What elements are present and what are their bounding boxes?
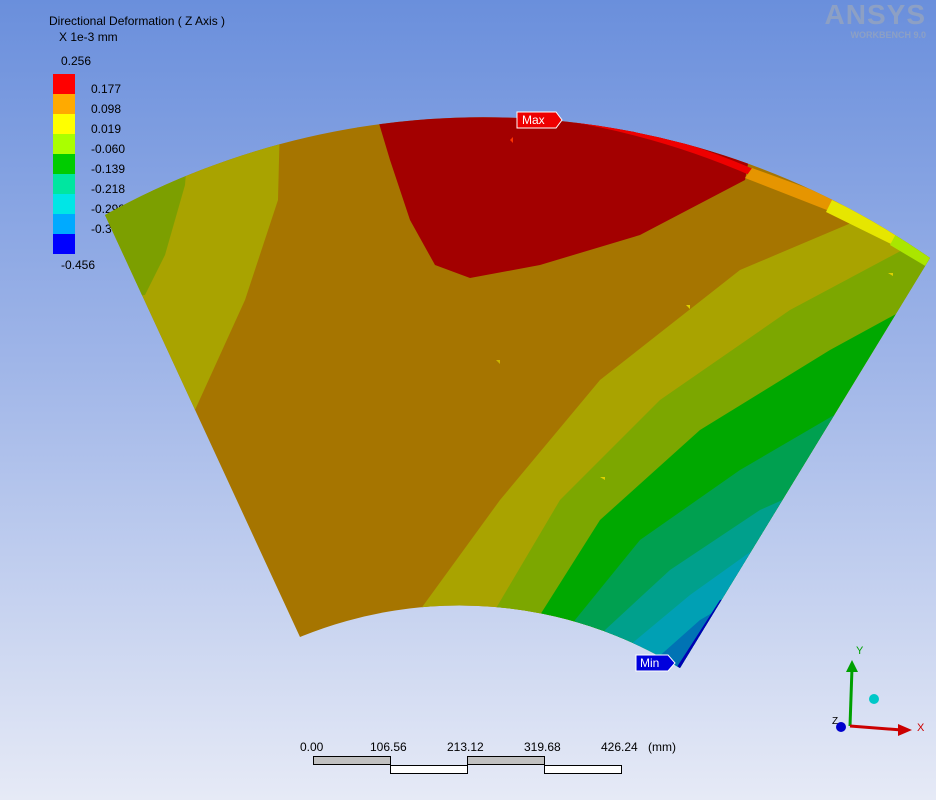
legend-swatch xyxy=(53,194,75,214)
contour-band xyxy=(372,117,760,278)
legend-value: -0.218 xyxy=(91,182,126,196)
legend-swatch xyxy=(53,214,75,234)
max-probe-label: Max xyxy=(522,113,545,127)
mesh-marker xyxy=(600,477,605,480)
mesh-marker xyxy=(496,360,500,364)
max-probe-tag xyxy=(516,111,563,129)
coordinate-triad[interactable]: Y X Z xyxy=(832,645,925,736)
min-probe[interactable]: Min xyxy=(635,654,676,672)
legend-value: 0.098 xyxy=(91,102,122,116)
result-title-block: Directional Deformation ( Z Axis ) X 1e-… xyxy=(49,13,225,45)
scale-segment xyxy=(544,765,622,774)
contour-band xyxy=(890,230,930,270)
legend-swatch xyxy=(53,234,75,254)
legend-labels: 0.177 0.098 0.019 -0.060 -0.139 -0.218 -… xyxy=(91,82,125,242)
legend-color-bar xyxy=(53,74,75,254)
scale-unit: (mm) xyxy=(648,740,676,754)
brand-name: ANSYS xyxy=(824,0,926,30)
scale-tick-label: 426.24 xyxy=(601,740,638,754)
triad-z-label: Z xyxy=(832,716,838,727)
mesh-marker xyxy=(510,137,513,143)
scale-segment xyxy=(467,756,545,765)
contour-band xyxy=(745,168,840,212)
triad-y-label: Y xyxy=(856,645,864,657)
legend-swatch xyxy=(53,154,75,174)
scale-tick-label: 213.12 xyxy=(447,740,484,754)
brand-product: WORKBENCH 9.0 xyxy=(850,30,926,40)
scale-tick-label: 319.68 xyxy=(524,740,561,754)
triad-x-label: X xyxy=(917,722,925,734)
result-unit-scale: X 1e-3 mm xyxy=(59,30,118,44)
legend-swatch xyxy=(53,114,75,134)
legend-swatch xyxy=(53,74,75,94)
triad-iso-ball xyxy=(869,694,879,704)
scale-bar: 0.00 106.56 213.12 319.68 426.24 (mm) xyxy=(300,740,700,780)
legend-max-value: 0.256 xyxy=(61,54,92,68)
triad-x-axis xyxy=(849,724,903,732)
ansys-logo: ANSYS WORKBENCH 9.0 xyxy=(825,0,926,40)
legend-value: 0.019 xyxy=(91,122,122,136)
triad-z-axis xyxy=(836,722,846,732)
contour-band xyxy=(826,200,900,245)
triad-y-axis xyxy=(848,667,854,727)
mesh-marker xyxy=(686,305,690,309)
min-probe-label: Min xyxy=(640,656,659,670)
legend-swatch xyxy=(53,134,75,154)
min-probe-tag xyxy=(635,654,676,672)
scale-segment xyxy=(313,756,391,765)
scale-tick-label: 0.00 xyxy=(300,740,324,754)
legend-min-value: -0.456 xyxy=(61,258,96,272)
max-probe[interactable]: Max xyxy=(516,111,563,129)
scale-segment xyxy=(390,765,468,774)
legend-swatch xyxy=(53,94,75,114)
triad-y-arrowhead xyxy=(846,660,858,672)
legend-swatch xyxy=(53,174,75,194)
mesh-marker xyxy=(888,273,893,276)
legend-value: -0.060 xyxy=(91,142,126,156)
result-title: Directional Deformation ( Z Axis ) xyxy=(49,14,226,28)
scale-tick-label: 106.56 xyxy=(370,740,407,754)
legend-value: 0.177 xyxy=(91,82,122,96)
triad-x-arrowhead xyxy=(898,724,912,736)
legend-value: -0.139 xyxy=(91,162,126,176)
